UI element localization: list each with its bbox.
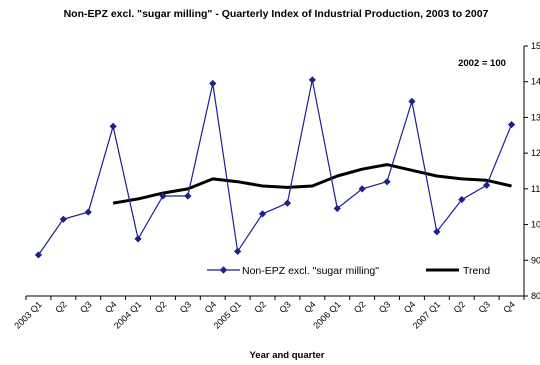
data-point [59,215,67,223]
x-tick-label: Q3 [277,299,293,315]
x-tick-label: 2003 Q1 [12,299,43,330]
x-tick-label: Q4 [103,299,119,315]
y-tick-label: 80 [531,291,540,301]
x-tick-label: Q2 [53,299,69,315]
x-tick-label: Q3 [178,299,194,315]
data-point [109,122,117,130]
data-point [234,247,242,255]
data-point [458,195,466,204]
x-tick-label: Q3 [78,299,94,315]
x-tick-label: Q2 [352,299,368,315]
data-point [184,192,192,200]
x-tick-label: 2004 Q1 [112,299,143,330]
chart-title: Non-EPZ excl. "sugar milling" - Quarterl… [64,8,489,20]
trend-line-group [112,163,512,205]
data-point [333,204,341,213]
data-point [433,228,441,236]
y-tick-label: 90 [531,255,540,265]
legend: Non-EPZ excl. "sugar milling" Trend [207,265,490,277]
legend-label-trend: Trend [463,265,490,277]
data-point [483,181,491,189]
y-tick-label: 140 [531,77,540,87]
legend-diamond-marker [219,266,228,274]
data-point [383,178,391,186]
data-point [283,199,292,207]
y-tick-label: 100 [531,220,540,230]
base-year-note: 2002 = 100 [458,58,506,69]
data-point [84,208,92,216]
x-tick-label: Q4 [501,299,517,315]
y-tick-label: 150 [531,41,540,51]
series-line [38,79,513,256]
x-tick-label: Q4 [402,299,418,315]
data-point [159,192,167,200]
x-tick-label: Q4 [203,299,219,315]
x-tick-label: Q4 [302,299,318,315]
x-tick-label: Q2 [153,299,169,315]
data-point [358,185,366,193]
legend-label-series: Non-EPZ excl. "sugar milling" [242,265,379,277]
y-tick-label: 120 [531,148,540,158]
x-tick-label: 2005 Q1 [212,299,243,330]
series-markers [34,76,516,259]
data-point [258,210,267,218]
data-point [507,120,516,129]
x-tick-label: Q3 [377,299,393,315]
x-tick-label: 2006 Q1 [311,299,342,330]
data-point [308,76,316,84]
data-point [408,97,416,105]
x-tick-label: Q3 [476,299,492,315]
x-axis-label: Year and quarter [250,350,325,361]
series-line-group [38,79,513,256]
data-point [34,251,43,259]
y-tick-label: 110 [531,184,540,194]
data-point [134,235,142,243]
x-tick-label: 2007 Q1 [411,299,442,330]
y-tick-label: 130 [531,112,540,122]
data-point [209,79,217,88]
x-tick-label: Q2 [252,299,268,315]
trend-line [112,163,512,205]
x-tick-label: Q2 [452,299,468,315]
